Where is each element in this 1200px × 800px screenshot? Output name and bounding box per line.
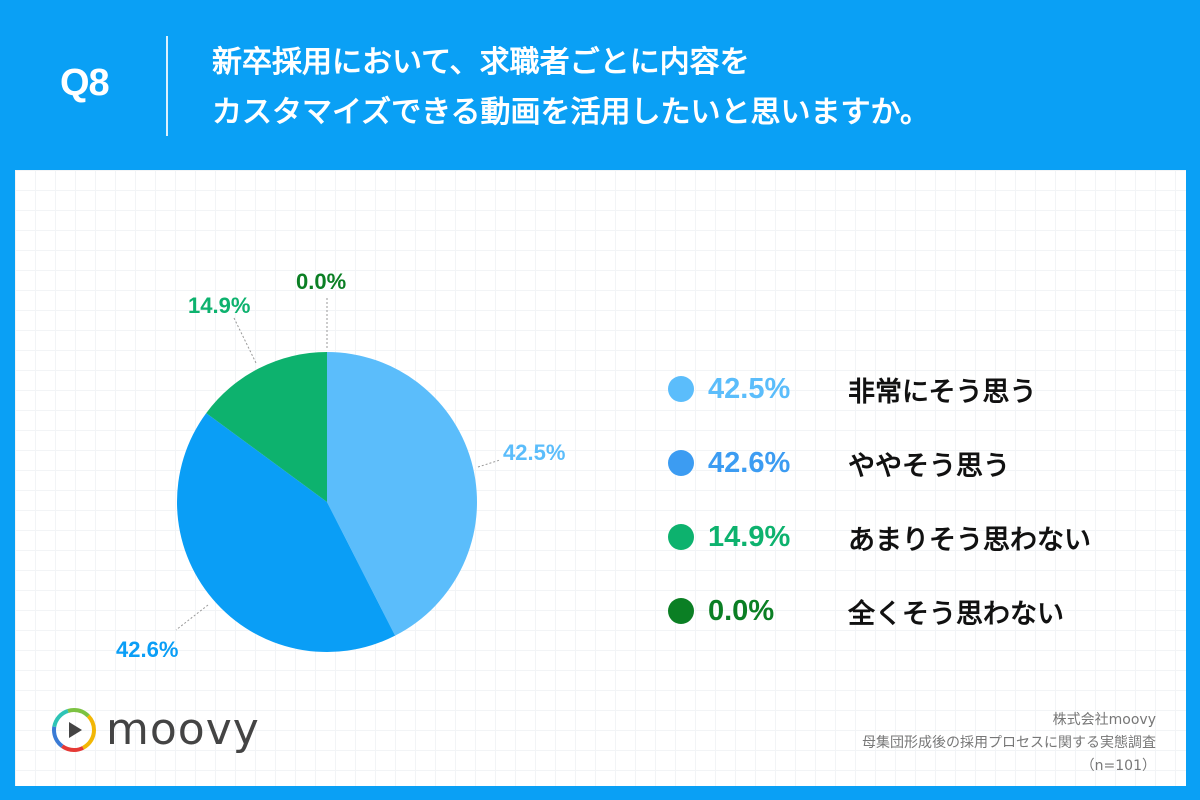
legend-pct: 42.6% [708, 446, 791, 479]
credit-sample: （n=101） [1080, 758, 1156, 774]
question-title-line1: 新卒採用において、求職者ごとに内容を [212, 45, 750, 80]
legend-dot-icon [668, 450, 694, 476]
legend-dot-icon [668, 376, 694, 402]
pie-label-not-at-all: 0.0% [296, 269, 347, 294]
moovy-logo: moovy [50, 706, 260, 754]
legend-item-not-really: 14.9% あまりそう思わない [668, 500, 1148, 574]
leader-line-not-really [233, 317, 257, 364]
legend-item-somewhat: 42.6% ややそう思う [668, 426, 1148, 500]
source-credit: 株式会社moovy 母集団形成後の採用プロセスに関する実態調査 （n=101） [862, 709, 1156, 778]
legend-label: ややそう思う [848, 450, 1010, 482]
chart-legend: 42.5% 非常にそう思う 42.6% ややそう思う 14.9% あまりそう思わ… [668, 352, 1148, 648]
legend-pct: 0.0% [708, 594, 775, 627]
pie-label-not-really: 14.9% [188, 293, 251, 318]
question-title-line2: カスタマイズできる動画を活用したいと思いますか。 [212, 95, 930, 130]
leader-line-very-much [477, 459, 501, 468]
header-divider [166, 36, 168, 136]
question-number: Q8 [60, 62, 110, 104]
legend-label: あまりそう思わない [848, 524, 1091, 556]
legend-dot-icon [668, 598, 694, 624]
leader-line-somewhat [175, 604, 209, 631]
logo-text: moovy [106, 704, 260, 755]
pie-slice-very-much [327, 352, 478, 636]
pie-label-somewhat: 42.6% [116, 637, 179, 662]
pie-slices [176, 352, 478, 653]
credit-survey: 母集団形成後の採用プロセスに関する実態調査 [862, 735, 1156, 751]
legend-pct: 42.5% [708, 372, 791, 405]
legend-label: 全くそう思わない [848, 598, 1064, 630]
pie-label-very-much: 42.5% [503, 440, 566, 465]
legend-item-not-at-all: 0.0% 全くそう思わない [668, 574, 1148, 648]
play-ring-icon [52, 708, 96, 752]
pie-slice-not-really [206, 352, 327, 502]
credit-company: 株式会社moovy [1052, 712, 1156, 728]
question-header: Q8 新卒採用において、求職者ごとに内容を カスタマイズできる動画を活用したいと… [0, 0, 1200, 170]
pie-slice-somewhat [176, 413, 396, 653]
legend-label: 非常にそう思う [848, 376, 1037, 408]
legend-pct: 14.9% [708, 520, 791, 553]
legend-dot-icon [668, 524, 694, 550]
legend-item-very-much: 42.5% 非常にそう思う [668, 352, 1148, 426]
question-title: 新卒採用において、求職者ごとに内容を カスタマイズできる動画を活用したいと思いま… [212, 38, 1172, 138]
